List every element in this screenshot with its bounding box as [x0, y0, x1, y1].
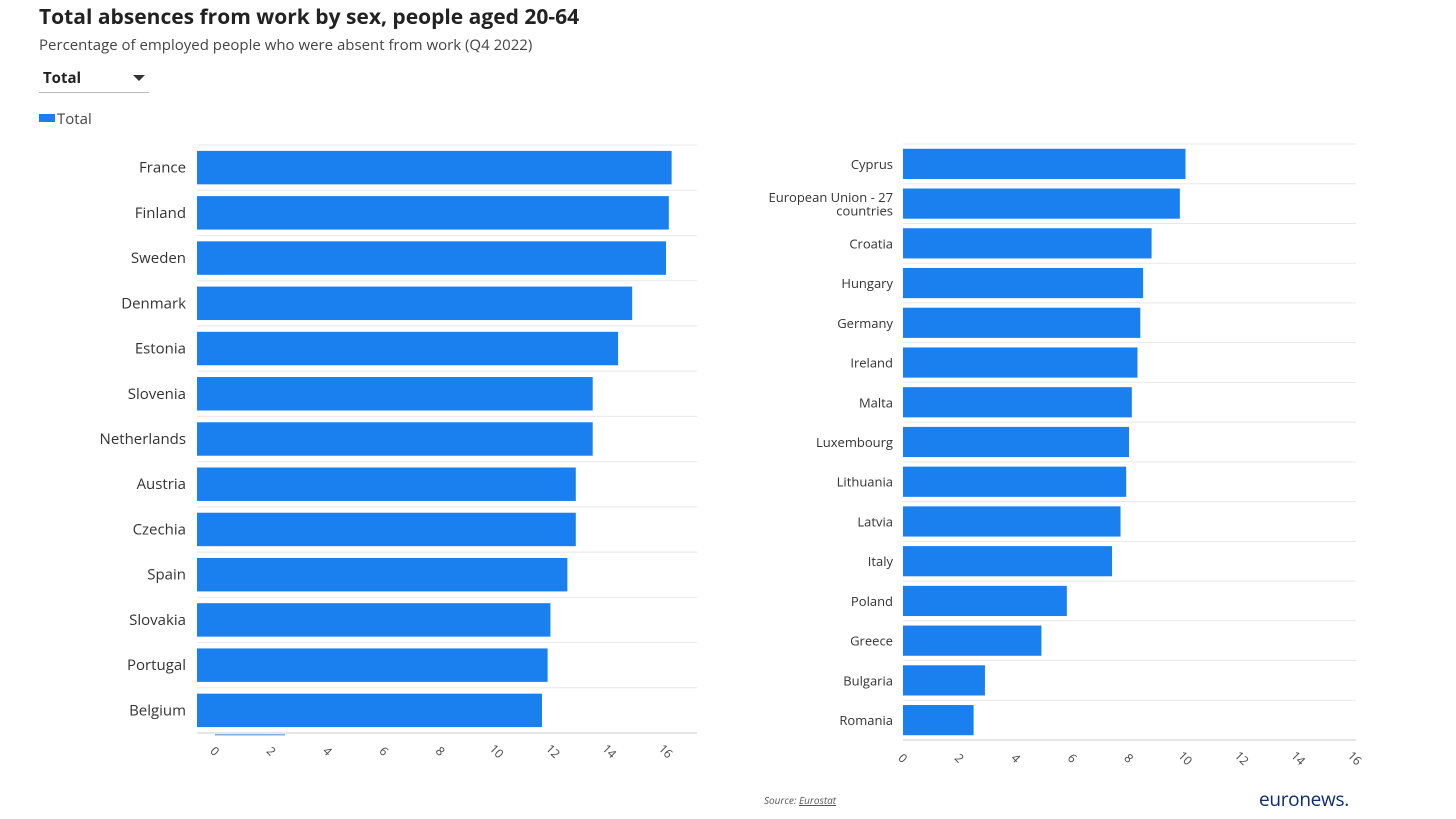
bar-belgium — [197, 693, 542, 728]
source-prefix: Source: — [764, 793, 799, 807]
chart-title: Total absences from work by sex, people … — [39, 3, 580, 31]
category-label-hungary: Hungary — [841, 274, 893, 292]
category-label-italy: Italy — [868, 552, 894, 570]
bar-chart-right: Cyprus European Union - 27 countries Croati… — [769, 143, 1366, 769]
bar-czechia — [197, 512, 576, 547]
category-label-bulgaria: Bulgaria — [843, 671, 893, 689]
category-label-lithuania: Lithuania — [837, 473, 893, 491]
x-tick-label: 4 — [1008, 750, 1025, 767]
category-label-slovakia: Slovakia — [129, 610, 186, 630]
x-tick-label: 16 — [1344, 747, 1366, 769]
category-label-czechia: Czechia — [133, 519, 186, 539]
bar-france — [197, 150, 672, 185]
category-label-france: France — [139, 158, 186, 178]
category-label-estonia: Estonia — [135, 339, 186, 359]
x-tick-label: 12 — [1231, 747, 1253, 769]
category-label-spain: Spain — [147, 565, 186, 585]
bar-latvia — [903, 506, 1121, 537]
bar-european-union-27-countries — [903, 188, 1180, 219]
bar-greece — [903, 625, 1042, 656]
category-label-cyprus: Cyprus — [851, 155, 893, 173]
chart-subtitle: Percentage of employed people who were a… — [39, 35, 533, 55]
bar-malta — [903, 387, 1132, 418]
bar-cyprus — [903, 148, 1186, 179]
legend-label: Total — [57, 109, 92, 129]
bar-slovakia — [197, 603, 551, 637]
source-link[interactable]: Eurostat — [799, 793, 837, 807]
x-tick-label: 8 — [1121, 750, 1138, 767]
bar-croatia — [903, 228, 1152, 259]
bar-romania — [903, 705, 974, 736]
category-label-finland: Finland — [135, 203, 186, 223]
bar-germany — [903, 307, 1141, 338]
category-label-austria: Austria — [137, 474, 186, 494]
euronews-logo: euronews. — [1259, 786, 1349, 812]
category-label-sweden: Sweden — [131, 248, 186, 268]
x-tick-label: 6 — [1064, 750, 1081, 767]
category-label-luxembourg: Luxembourg — [816, 433, 893, 451]
bar-luxembourg — [903, 426, 1129, 458]
bar-italy — [903, 546, 1113, 577]
bar-portugal — [197, 648, 548, 682]
category-label-portugal: Portugal — [127, 655, 186, 675]
dropdown-selected-value: Total — [43, 68, 82, 88]
category-label-germany: Germany — [837, 314, 893, 332]
bar-sweden — [197, 241, 666, 275]
bar-chart-left: France Finland Sweden Denmark Estonia Sloveni… — [100, 144, 697, 762]
category-label-slovenia: Slovenia — [128, 384, 186, 404]
sex-filter-dropdown[interactable]: Total — [39, 64, 149, 93]
category-label-greece: Greece — [850, 632, 893, 650]
bar-austria — [197, 467, 576, 501]
category-label-netherlands: Netherlands — [100, 429, 186, 449]
x-tick-label: 0 — [895, 750, 912, 767]
category-label-croatia: Croatia — [849, 234, 893, 252]
x-tick-label: 2 — [951, 750, 968, 767]
category-label-romania: Romania — [839, 711, 893, 729]
bar-slovenia — [197, 377, 593, 411]
bar-hungary — [903, 267, 1144, 299]
legend-swatch — [39, 114, 55, 122]
bar-lithuania — [903, 466, 1127, 497]
category-label-malta: Malta — [859, 393, 893, 411]
bar-bulgaria — [903, 665, 985, 696]
bar-netherlands — [197, 422, 593, 456]
scroll-indicator — [215, 734, 285, 736]
bar-ireland — [903, 347, 1138, 378]
caret-down-icon — [133, 75, 145, 81]
x-tick-label: 14 — [1288, 747, 1310, 769]
category-label-denmark: Denmark — [121, 293, 186, 313]
bar-denmark — [197, 286, 633, 321]
category-label-poland: Poland — [851, 592, 893, 610]
bar-estonia — [197, 331, 619, 366]
bar-poland — [903, 585, 1067, 617]
bar-finland — [197, 196, 669, 230]
source-note: Source: Eurostat — [764, 793, 836, 807]
category-label-latvia: Latvia — [857, 512, 893, 530]
category-label-european-union-27-countries: European Union - 27 countries — [769, 188, 893, 220]
x-tick-label: 10 — [1175, 747, 1197, 769]
category-label-belgium: Belgium — [129, 700, 186, 720]
bar-spain — [197, 557, 568, 592]
category-label-ireland: Ireland — [850, 354, 893, 372]
